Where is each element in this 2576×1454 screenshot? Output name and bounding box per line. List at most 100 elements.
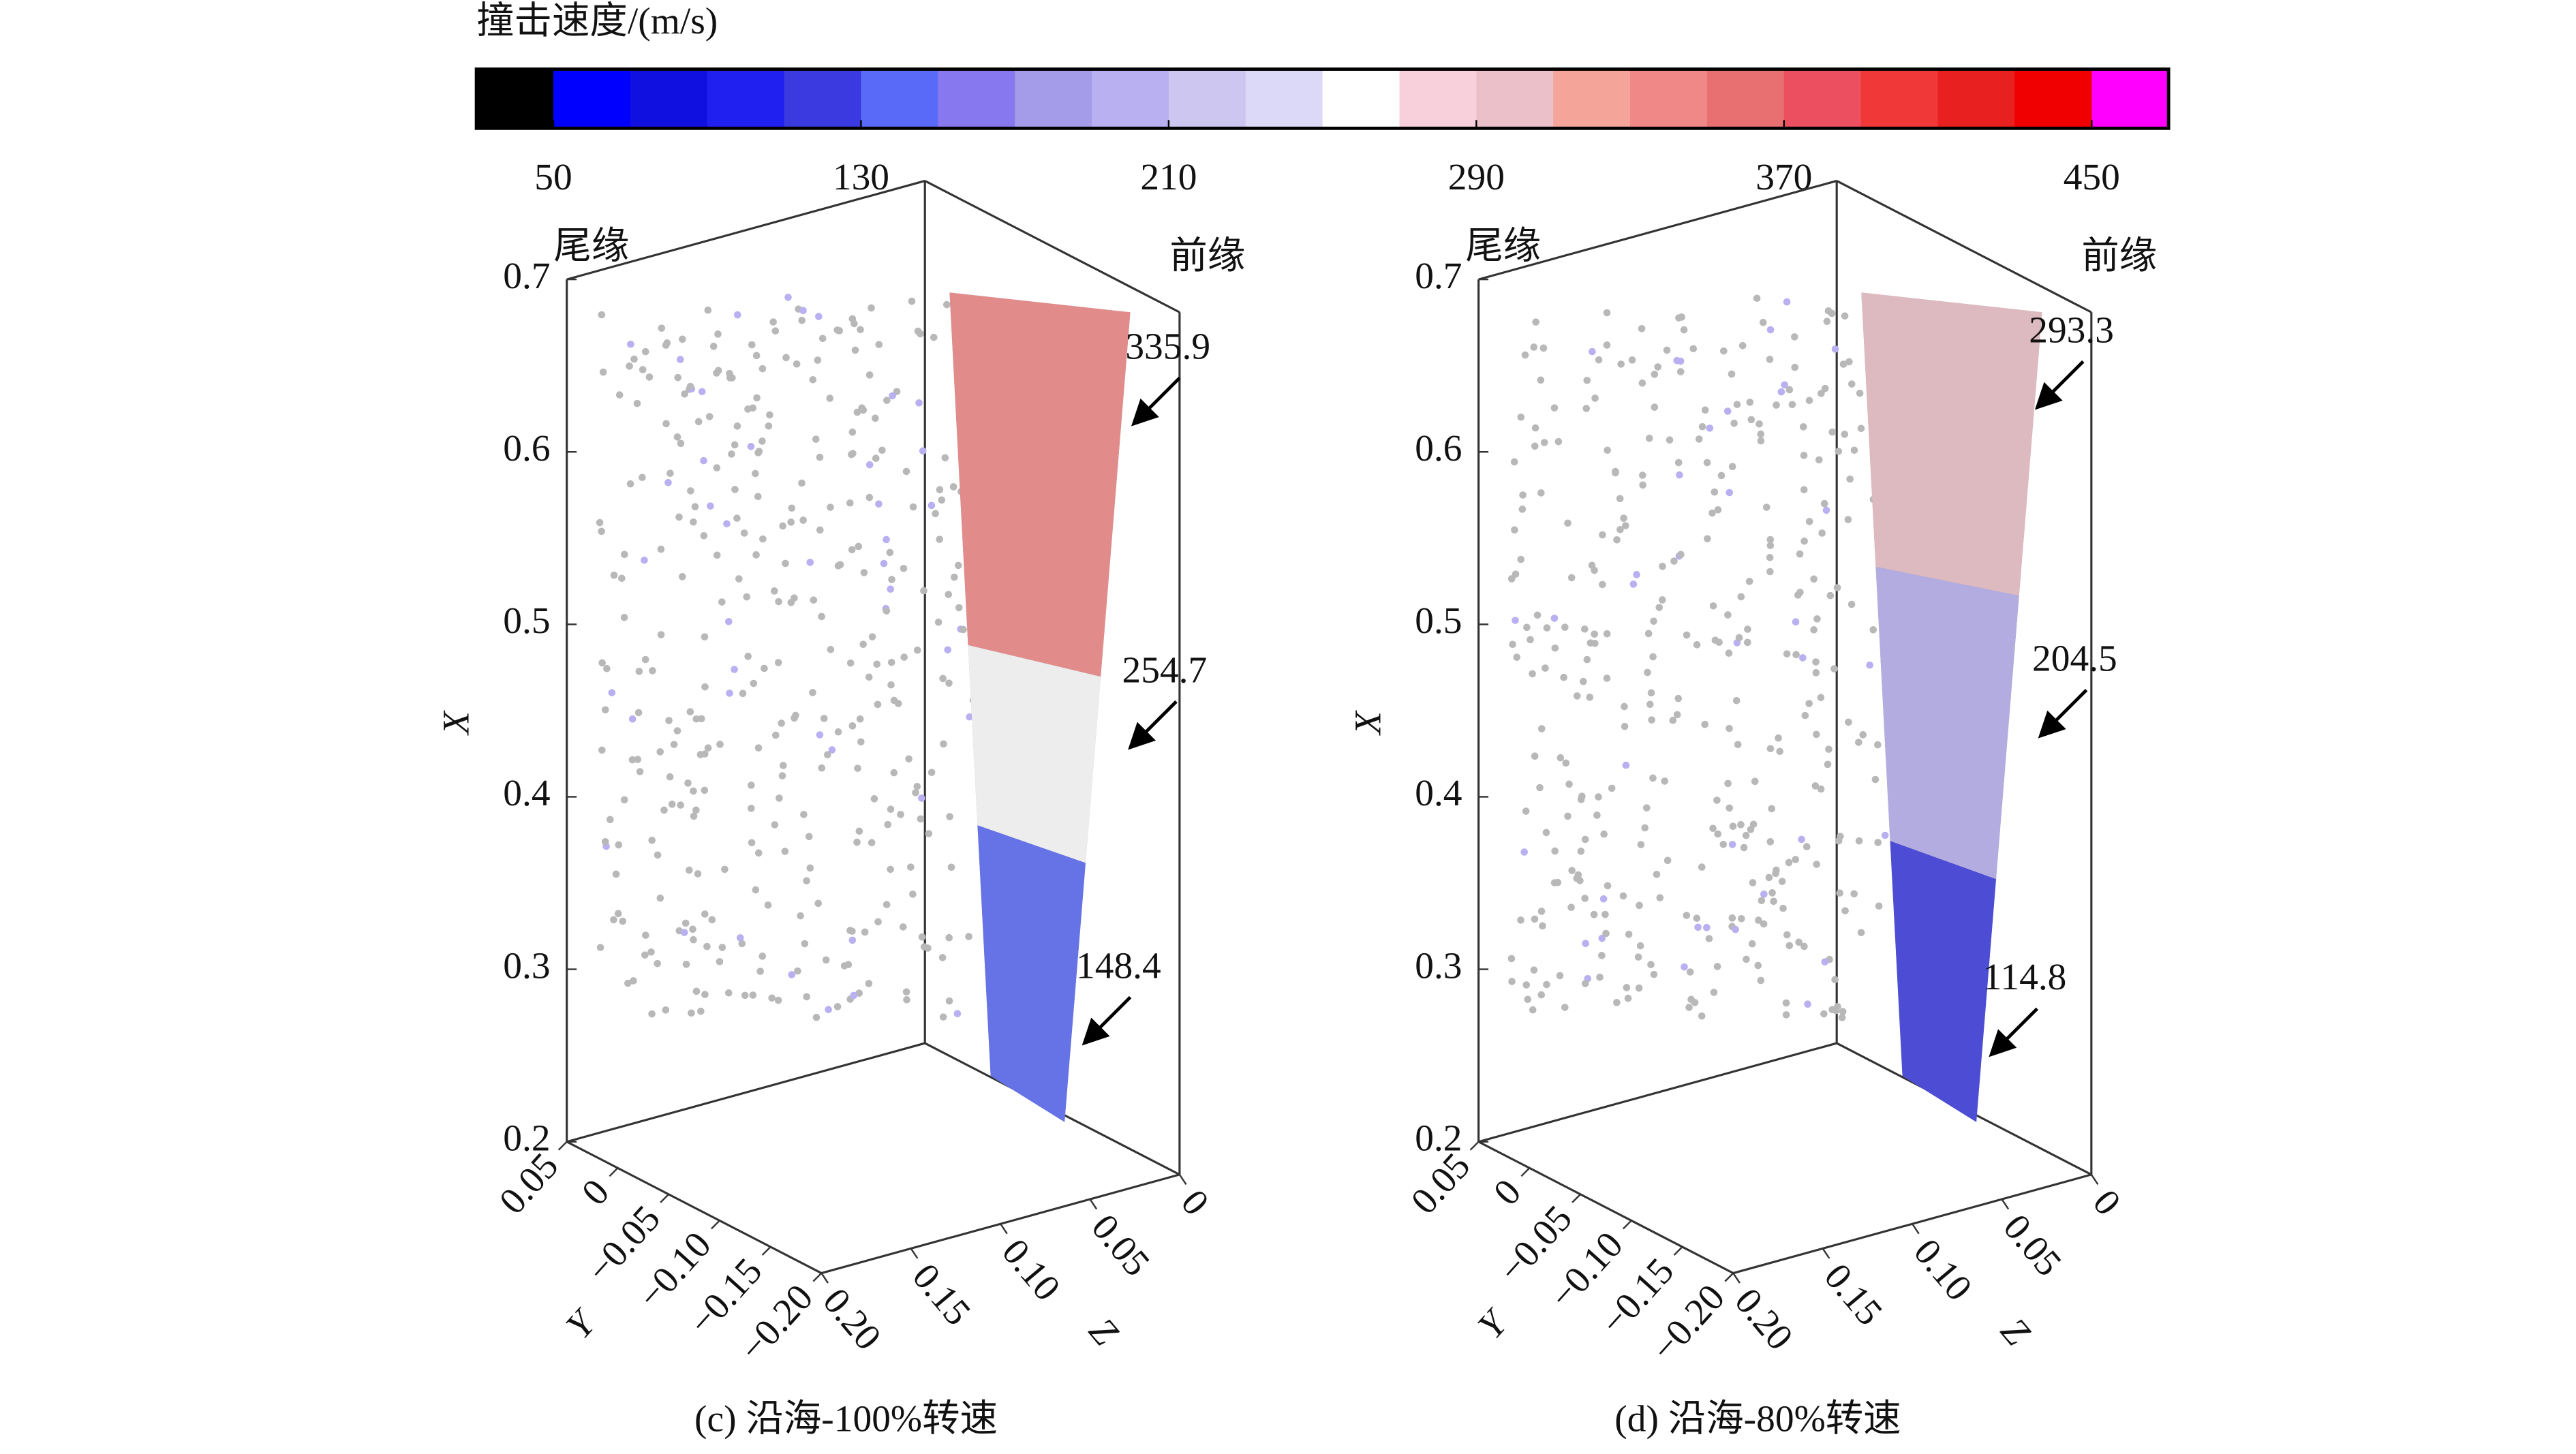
particle [1820,499,1828,508]
particle [630,977,637,985]
particle [1591,395,1599,402]
particle [1788,401,1796,409]
particle [798,479,806,487]
particle [1598,934,1606,942]
particle [1596,973,1604,981]
particle [696,751,705,758]
particle [883,536,890,544]
arrow [1082,995,1132,1046]
particle [806,864,814,872]
particle [713,551,721,559]
particle [1818,390,1825,397]
particle [855,989,863,997]
particle [1766,356,1774,363]
particle [1580,677,1587,685]
particle [1792,618,1800,626]
y-tick [761,1246,771,1256]
particle [1644,630,1653,638]
particle [887,681,895,689]
particle [932,510,939,518]
particle [918,933,926,941]
particle [1859,731,1867,739]
particle [1772,869,1779,878]
particle [1693,914,1701,922]
particle [1543,980,1550,989]
particle [682,960,690,968]
particle [701,786,709,794]
particle [1676,368,1685,375]
particle [1838,1014,1846,1021]
particle [1724,611,1732,619]
particle [818,613,825,621]
panel-caption: (c) 沿海-100%转速 [694,1398,998,1440]
particle [887,865,894,873]
particle [1522,807,1530,815]
particle [782,354,790,362]
axis-line [1478,179,1837,281]
particle [1766,838,1775,846]
particle [1577,848,1585,855]
particle [794,967,801,975]
particle [792,711,799,720]
particle [1785,942,1794,950]
particle [1737,821,1745,829]
particle [1568,867,1576,874]
particle [725,617,733,625]
particle [1841,312,1849,320]
particle [782,559,789,568]
particle [1713,963,1721,970]
particle [1762,504,1770,511]
particle [697,715,705,723]
particle [1537,908,1546,915]
particle [598,527,605,536]
particle [1810,626,1818,634]
particle [1601,910,1609,918]
particle [674,373,681,382]
particle [716,741,724,748]
particle [1726,724,1733,732]
particle [888,576,895,583]
particle [946,813,953,820]
particle [812,435,820,443]
particle [626,362,633,370]
annotation: 204.5 [2032,637,2117,679]
particle [707,502,714,510]
particle [1800,537,1808,545]
particle [1511,526,1518,534]
colorbar-swatch [630,69,708,129]
particle [1869,626,1877,634]
particle [1766,568,1774,576]
particle [1644,668,1651,677]
particle [641,556,648,564]
particle [1709,824,1717,833]
particle [1755,420,1763,428]
particle [936,536,943,543]
particle [1651,371,1659,378]
particle [739,690,747,698]
particle [886,548,894,557]
particle [1518,506,1527,513]
particle [1564,812,1571,820]
particle [799,307,807,315]
particle [1695,435,1703,443]
particle [1813,861,1820,868]
colorbar-swatch [553,69,632,129]
particle [828,746,836,754]
particle [947,863,955,871]
particle [1724,779,1732,788]
z-tick [2001,1198,2010,1210]
particle [713,464,721,471]
axis-line [1478,1042,1837,1143]
particle [860,569,868,576]
particle [1800,486,1808,494]
particle [874,918,882,926]
particle [681,919,690,927]
particle [738,940,746,948]
colorbar-swatch [1706,69,1785,129]
particle [1649,653,1657,661]
particle [639,366,647,373]
particle [1669,716,1677,724]
particle [700,457,707,465]
particle [1766,553,1774,561]
